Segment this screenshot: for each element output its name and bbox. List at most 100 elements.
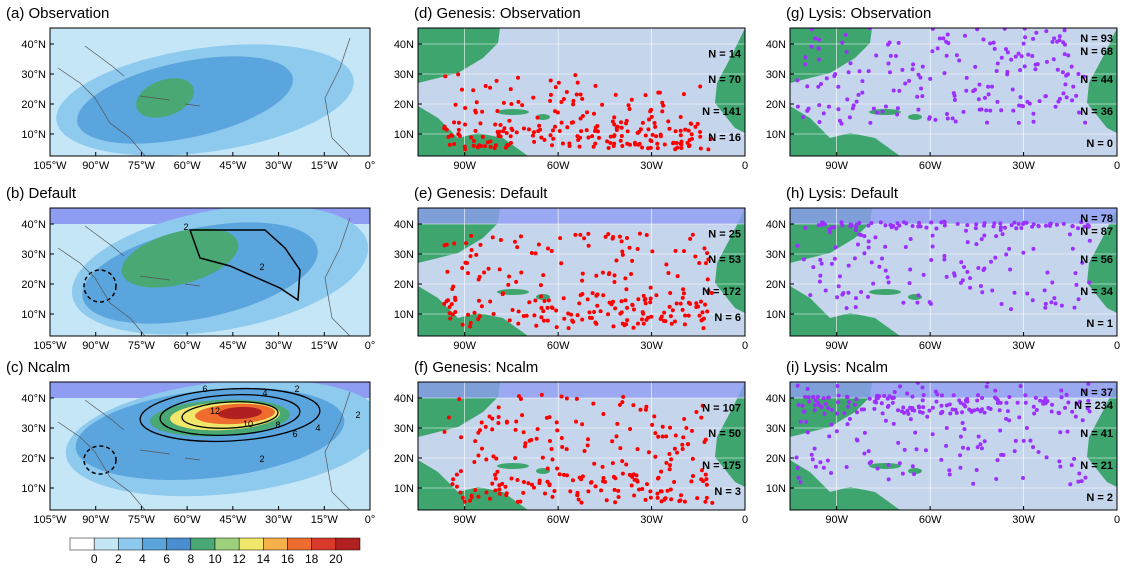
data-point [1036, 223, 1041, 228]
data-point [921, 405, 926, 410]
data-point [565, 125, 570, 130]
data-point [613, 500, 618, 505]
data-point [559, 436, 564, 441]
data-point [629, 97, 634, 102]
data-point [855, 242, 860, 247]
data-point [501, 100, 506, 105]
lon-tick-label: 60W [547, 514, 570, 526]
lon-tick-label: 75°W [128, 340, 156, 352]
data-point [976, 393, 981, 398]
data-point [678, 128, 683, 133]
data-point [652, 414, 657, 419]
colorbar-label: 20 [329, 552, 343, 566]
data-point [497, 267, 502, 272]
data-point [880, 109, 885, 114]
data-point [540, 455, 545, 460]
lat-tick-label: 30°N [21, 423, 46, 435]
data-point [938, 411, 943, 416]
data-point [962, 403, 967, 408]
data-point [887, 70, 892, 75]
lon-tick-label: 0 [1114, 340, 1120, 352]
data-point [1086, 382, 1091, 386]
data-point [1012, 220, 1017, 225]
data-point [842, 411, 847, 416]
lon-tick-label: 90°W [82, 160, 110, 172]
lat-tick-label: 40N [766, 393, 786, 405]
lat-tick-label: 30N [394, 69, 414, 81]
point-panel-8: N = 37N = 234 N = 41 N = 21 N = 2 (i) Lysis:… [766, 359, 1120, 526]
data-point [810, 395, 815, 400]
data-point [631, 325, 636, 330]
data-point [829, 471, 834, 476]
data-point [977, 107, 982, 112]
data-point [1032, 411, 1037, 416]
data-point [708, 137, 713, 142]
data-point [944, 426, 949, 431]
data-point [977, 82, 982, 87]
lon-tick-label: 90W [453, 340, 476, 352]
data-point [1038, 398, 1043, 403]
lat-tick-label: 10N [766, 309, 786, 321]
lat-tick-label: 30N [394, 423, 414, 435]
data-point [463, 122, 468, 127]
data-point [1041, 401, 1046, 406]
lon-tick-label: 30W [640, 514, 663, 526]
data-point [565, 473, 570, 478]
data-point [1037, 99, 1042, 104]
lon-tick-label: 30W [1012, 160, 1035, 172]
data-point [942, 223, 947, 228]
data-point [837, 274, 842, 279]
lat-tick-label: 10°N [21, 309, 46, 321]
data-point [1011, 108, 1016, 113]
data-point [1004, 416, 1009, 421]
data-point [548, 78, 553, 83]
data-point [819, 222, 824, 227]
data-point [930, 233, 935, 238]
n-count-label: N = 14 [708, 49, 742, 61]
data-point [1007, 418, 1012, 423]
data-point [490, 427, 495, 432]
data-point [1007, 246, 1012, 251]
data-point [834, 411, 839, 416]
data-point [955, 221, 960, 226]
data-point [873, 235, 878, 240]
data-point [478, 121, 483, 126]
data-point [477, 314, 482, 319]
colorbar-label: 10 [208, 552, 222, 566]
data-point [442, 429, 447, 434]
data-point [1049, 300, 1054, 305]
contour-label: 6 [202, 384, 207, 394]
data-point [950, 116, 955, 121]
data-point [891, 421, 896, 426]
n-count-label: N = 175 [702, 460, 741, 472]
data-point [812, 408, 817, 413]
data-point [1015, 400, 1020, 405]
data-point [1031, 445, 1036, 450]
data-point [647, 117, 652, 122]
data-point [960, 410, 965, 415]
data-point [695, 496, 700, 501]
data-point [1050, 39, 1055, 44]
data-point [796, 475, 801, 480]
data-point [880, 256, 885, 261]
data-point [836, 84, 841, 89]
data-point [625, 318, 630, 323]
data-point [860, 90, 865, 95]
data-point [1073, 271, 1078, 276]
data-point [998, 221, 1003, 226]
data-point [968, 285, 973, 290]
data-point [667, 126, 672, 131]
data-point [869, 221, 874, 226]
map-field [790, 382, 1117, 510]
data-point [1080, 418, 1085, 423]
data-point [908, 417, 913, 422]
land-africa-europe [715, 208, 745, 313]
data-point [460, 322, 465, 327]
data-point [976, 434, 981, 439]
data-point [818, 273, 823, 278]
data-point [586, 231, 591, 236]
data-point [1075, 226, 1080, 231]
data-point [635, 321, 640, 326]
data-point [463, 260, 468, 265]
